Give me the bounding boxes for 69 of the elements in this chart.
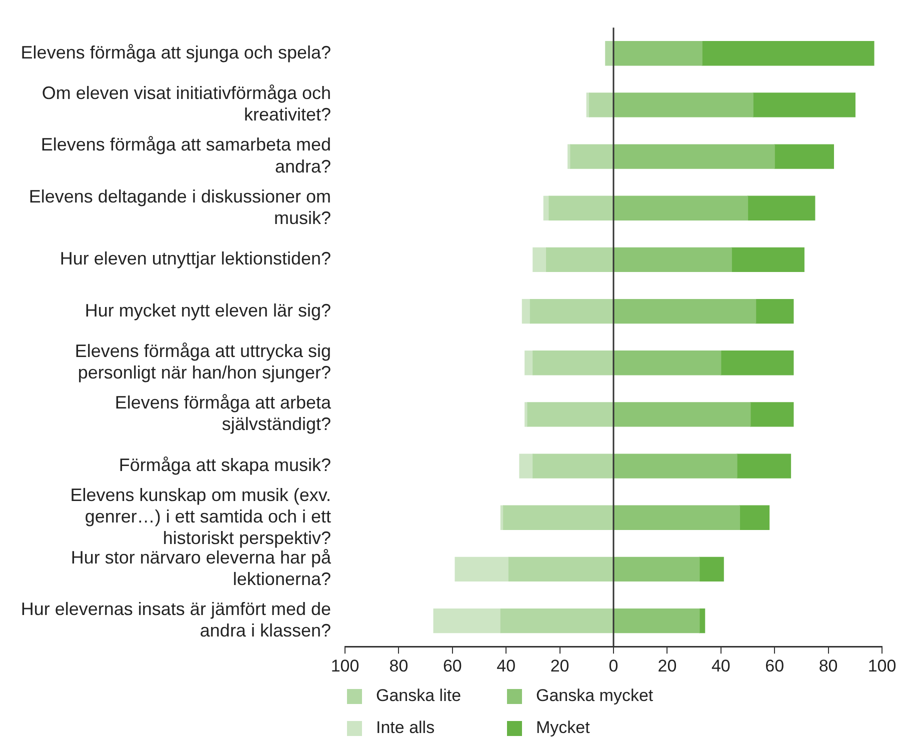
bar	[731, 247, 804, 272]
bar	[522, 298, 531, 324]
y-tick-label: Hur eleven utnyttjar lektionstiden?	[60, 248, 331, 269]
x-tick-label: 100	[330, 656, 360, 676]
bar	[433, 608, 502, 634]
bar	[614, 350, 722, 376]
x-tick-label: 80	[818, 656, 838, 676]
legend-label: Ganska mycket	[536, 686, 654, 706]
legend-label: Inte alls	[376, 718, 435, 738]
bar	[702, 41, 874, 66]
bar	[699, 556, 724, 582]
bar	[508, 556, 614, 582]
bar	[532, 350, 614, 376]
bar	[570, 144, 614, 169]
bar	[530, 298, 614, 324]
legend-label: Ganska lite	[376, 686, 462, 706]
y-tick-label: Elevens förmåga att uttrycka sig personligt när han/hon sjunger?	[74, 341, 331, 383]
bar	[548, 196, 614, 220]
bar	[739, 505, 770, 530]
bar	[614, 196, 748, 220]
bar	[614, 144, 775, 169]
bar	[589, 92, 614, 118]
y-tick-label: Elevens kunskap om musik (exv. genrer…) i ett samtida och i ett historiskt perspektiv?	[70, 485, 331, 548]
bar	[614, 247, 732, 272]
y-tick-label: Elevens förmåga att samarbeta med andra?	[40, 134, 331, 176]
y-tick-label: Hur mycket nytt eleven lär sig?	[84, 300, 331, 320]
x-tick-label: 80	[389, 656, 408, 676]
bar	[750, 402, 794, 427]
bar	[614, 41, 702, 66]
bar	[752, 92, 856, 118]
x-tick-label: 40	[711, 656, 730, 676]
y-tick-label: Elevens förmåga att sjunga och spela?	[20, 42, 331, 62]
bar	[614, 608, 700, 634]
x-tick-label: 20	[658, 656, 677, 676]
bar	[614, 454, 738, 478]
y-tick-label: Elevens förmåga att arbeta självständigt?	[114, 392, 332, 434]
y-tick-label: Om eleven visat initiativförmåga och kreativitet?	[42, 83, 331, 125]
bar	[546, 247, 614, 272]
y-tick-label: Hur elevernas insats är jämfört med de andra i klassen?	[20, 598, 331, 641]
bar	[605, 41, 614, 66]
bar	[720, 350, 794, 376]
y-tick-label: Elevens deltagande i diskussioner om musik?	[28, 186, 331, 228]
bar	[614, 92, 754, 118]
x-tick-label: 20	[550, 656, 570, 676]
bar	[614, 298, 756, 324]
y-tick-label: Förmåga att skapa musik?	[118, 455, 331, 476]
x-tick-label: 40	[496, 656, 516, 676]
bar	[524, 402, 528, 427]
x-tick-label: 60	[765, 656, 784, 676]
y-tick-label: Hur stor närvaro eleverna har på lektionerna?	[70, 547, 332, 589]
bar	[532, 454, 614, 478]
x-tick-label: 60	[442, 656, 462, 676]
bar	[614, 556, 700, 582]
bar	[527, 402, 614, 427]
x-tick-label: 100	[868, 656, 896, 676]
bar	[454, 556, 510, 582]
bar	[755, 298, 794, 324]
bar	[747, 196, 816, 220]
bar	[532, 247, 547, 272]
bar	[519, 454, 534, 478]
legend-label: Mycket	[536, 718, 590, 738]
bar	[614, 505, 740, 530]
x-tick-label: 0	[608, 656, 618, 676]
bar	[503, 505, 614, 530]
bar	[524, 350, 534, 376]
bar	[736, 454, 792, 478]
bar	[614, 402, 751, 427]
bar	[500, 608, 614, 634]
bar	[774, 144, 834, 169]
